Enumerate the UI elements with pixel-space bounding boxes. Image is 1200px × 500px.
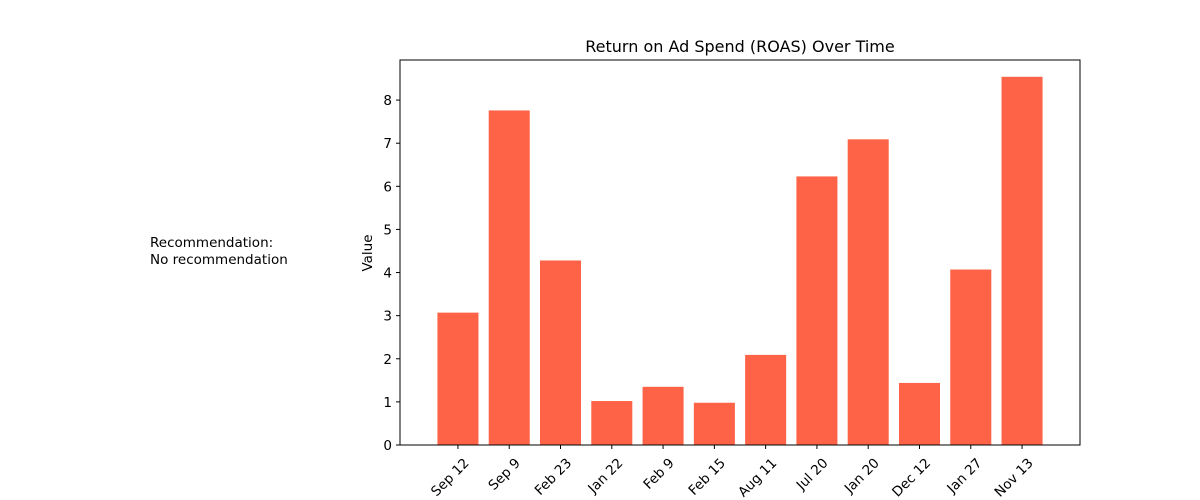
x-axis-ticks: Sep 12 Sep 9 Feb 23 Jan 22 Feb 9 Feb 15 Aug 11… — [428, 445, 1037, 500]
bars-layer — [437, 76, 1043, 445]
x-tick-label: Jan 20 — [841, 455, 883, 497]
bar-feb-15 — [693, 402, 735, 445]
y-tick-label: 5 — [383, 222, 392, 238]
bar-jul-20 — [796, 176, 838, 445]
y-tick-label: 1 — [383, 395, 392, 411]
x-tick-label: Feb 9 — [640, 455, 677, 492]
y-tick-label: 3 — [383, 309, 392, 325]
plot-frame — [399, 59, 1081, 446]
bar-jan-27 — [950, 269, 992, 445]
x-tick-label: Jul 20 — [793, 455, 832, 494]
y-axis-ticks: 0 1 2 3 4 5 6 7 8 — [383, 93, 400, 454]
bar-jan-22 — [591, 401, 633, 445]
x-tick-label: Aug 11 — [735, 455, 780, 500]
bar-feb-9 — [642, 386, 684, 445]
x-tick-label: Dec 12 — [889, 455, 934, 500]
bar-sep-12 — [437, 312, 479, 445]
bar-nov-13 — [1001, 76, 1043, 445]
bar-feb-23 — [540, 260, 582, 445]
y-tick-label: 6 — [383, 179, 392, 195]
chart-title: Return on Ad Spend (ROAS) Over Time — [585, 37, 894, 56]
bar-sep-9 — [488, 110, 530, 445]
y-tick-label: 8 — [383, 93, 392, 109]
y-tick-label: 0 — [383, 438, 392, 454]
x-tick-label: Sep 12 — [428, 455, 472, 499]
y-tick-label: 7 — [383, 136, 392, 152]
x-tick-label: Sep 9 — [485, 455, 523, 493]
x-tick-label: Jan 27 — [943, 455, 985, 497]
y-tick-label: 2 — [383, 352, 392, 368]
x-tick-label: Feb 23 — [532, 455, 575, 498]
x-tick-label: Nov 13 — [992, 455, 1037, 500]
recommendation-text: No recommendation — [150, 252, 288, 268]
x-tick-label: Jan 22 — [584, 455, 626, 497]
bar-aug-11 — [745, 354, 787, 445]
bar-jan-20 — [847, 139, 889, 445]
recommendation-panel: Recommendation: No recommendation — [150, 235, 288, 269]
y-axis-label: Value — [360, 234, 376, 271]
recommendation-heading: Recommendation: — [150, 235, 274, 251]
x-tick-label: Feb 15 — [686, 455, 729, 498]
bar-dec-12 — [898, 382, 940, 445]
y-tick-label: 4 — [383, 266, 392, 282]
